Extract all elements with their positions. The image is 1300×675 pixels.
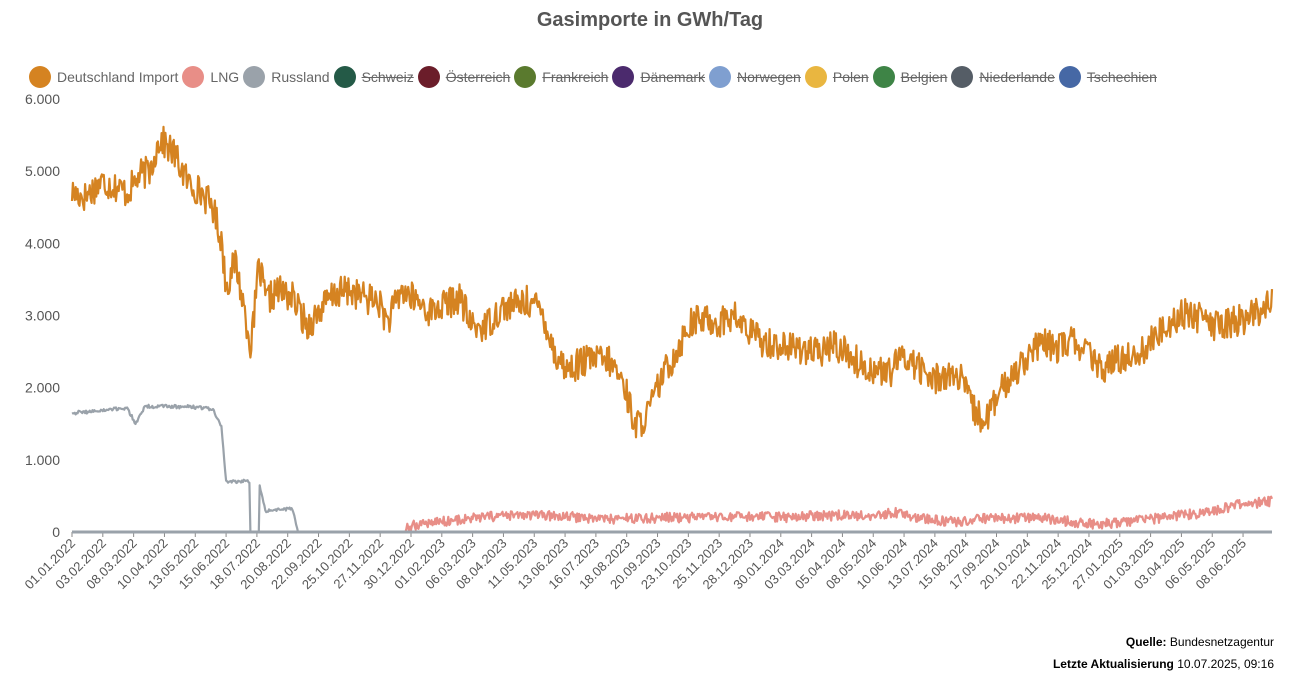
- legend-item[interactable]: Dänemark: [612, 66, 705, 88]
- legend-label: Belgien: [900, 69, 948, 85]
- legend-item[interactable]: Schweiz: [333, 66, 414, 88]
- legend-item[interactable]: Österreich: [417, 66, 511, 88]
- legend-label: Deutschland Import: [57, 69, 179, 85]
- legend-swatch: [612, 66, 635, 88]
- series-line: [70, 125, 1274, 439]
- legend-swatch: [417, 66, 440, 88]
- legend-label: Russland: [271, 69, 330, 85]
- y-tick-label: 0: [52, 524, 60, 540]
- legend-item[interactable]: Niederlande: [951, 66, 1055, 88]
- y-tick-label: 3.000: [25, 308, 60, 324]
- legend-label: Polen: [832, 69, 869, 85]
- legend-swatch: [243, 66, 266, 88]
- y-tick-label: 5.000: [25, 163, 60, 179]
- source-value: Bundesnetzagentur: [1169, 635, 1274, 649]
- legend-swatch: [514, 66, 537, 88]
- legend-label: Niederlande: [979, 69, 1055, 85]
- updated-label: Letzte Aktualisierung: [1052, 657, 1174, 671]
- legend-swatch: [951, 66, 974, 88]
- legend-item[interactable]: Frankreich: [514, 66, 608, 88]
- legend-item[interactable]: LNG: [182, 66, 239, 88]
- series-line: [71, 403, 1273, 534]
- legend-label: Tschechien: [1086, 69, 1157, 85]
- source-note: Quelle: Bundesnetzagentur Letzte Aktuali…: [1053, 631, 1274, 675]
- updated-value: 10.07.2025, 09:16: [1177, 657, 1274, 671]
- legend-item[interactable]: Russland: [243, 66, 330, 88]
- legend-item[interactable]: Deutschland Import: [29, 66, 178, 88]
- legend-swatch: [872, 66, 895, 88]
- legend-item[interactable]: Norwegen: [709, 66, 801, 88]
- chart-legend: Deutschland Import LNG Russland Schweiz Öste…: [29, 64, 1279, 90]
- series-line: [401, 495, 1274, 534]
- legend-swatch: [1058, 66, 1081, 88]
- y-tick-label: 4.000: [25, 235, 60, 251]
- legend-label: Österreich: [445, 69, 511, 85]
- legend-item[interactable]: Belgien: [872, 66, 948, 88]
- legend-swatch: [804, 66, 827, 88]
- legend-label: Frankreich: [542, 69, 609, 85]
- legend-item[interactable]: Polen: [804, 66, 869, 88]
- y-tick-label: 2.000: [25, 380, 60, 396]
- y-tick-label: 6.000: [25, 91, 60, 107]
- chart-title: Gasimporte in GWh/Tag: [536, 9, 764, 31]
- legend-swatch: [709, 66, 732, 88]
- y-tick-label: 1.000: [25, 452, 60, 468]
- legend-label: Norwegen: [737, 69, 801, 85]
- legend-item[interactable]: Tschechien: [1058, 66, 1157, 88]
- legend-label: Schweiz: [361, 69, 414, 85]
- legend-swatch: [333, 66, 356, 88]
- legend-swatch: [29, 66, 51, 88]
- legend-swatch: [182, 66, 205, 88]
- legend-label: LNG: [210, 69, 240, 85]
- legend-label: Dänemark: [640, 69, 706, 85]
- source-label: Quelle:: [1125, 635, 1167, 649]
